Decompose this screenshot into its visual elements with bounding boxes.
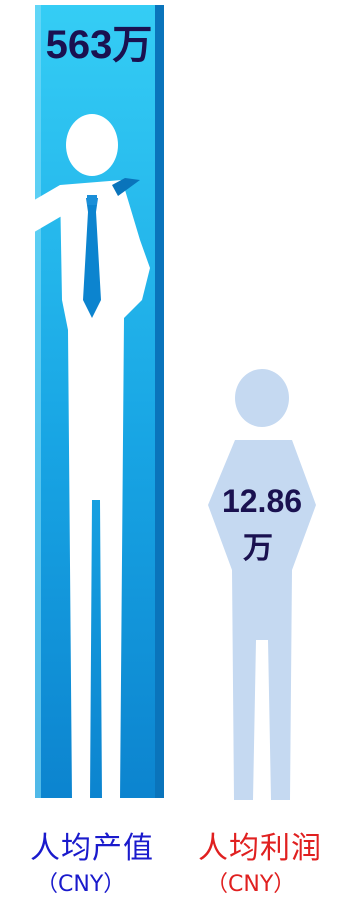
unit-label-chanzhi: （CNY） (36, 872, 126, 897)
bar-renjun-lirun (208, 369, 316, 800)
unit-label-lirun: （CNY） (206, 872, 296, 897)
category-label-chanzhi: 人均产值 (30, 831, 154, 866)
bar-renjun-lirun-value-unit: 万 (243, 531, 273, 566)
bar-renjun-chanzhi-highlight (35, 5, 41, 798)
bar-renjun-chanzhi-side (155, 5, 164, 798)
man-figure-icon (0, 114, 150, 800)
category-label-lirun: 人均利润 (198, 831, 322, 866)
bar-renjun-chanzhi-value: 563万 (46, 23, 153, 67)
bar-renjun-lirun-value-number: 12.86 (222, 483, 302, 519)
